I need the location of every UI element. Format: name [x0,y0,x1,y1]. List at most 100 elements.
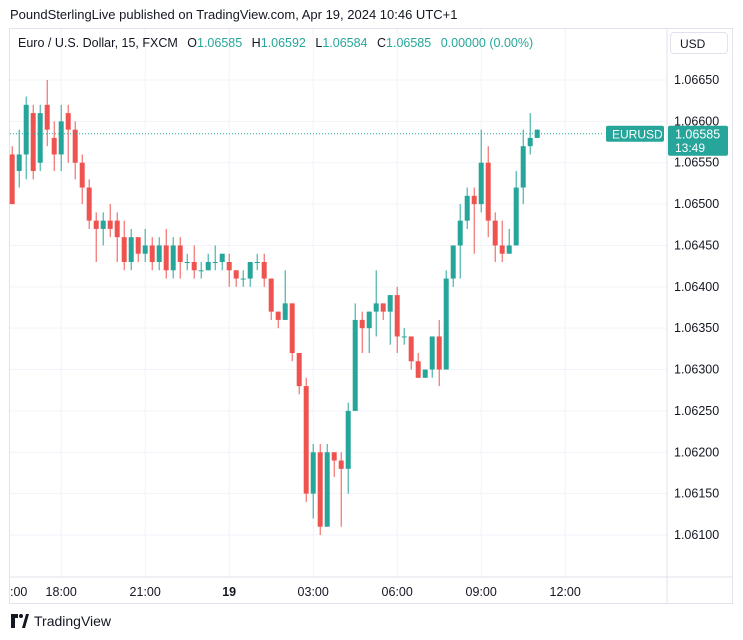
candle-body [212,262,218,263]
candle-body [163,245,169,271]
x-tick-label: 19 [222,585,236,599]
candle-body [324,452,330,527]
x-tick-label: 09:00 [466,585,497,599]
candle-body [51,137,57,155]
candle-body [233,270,239,279]
y-tick-label: 1.06100 [674,528,719,542]
high-value: 1.06592 [260,36,306,50]
candle-body [289,303,295,353]
candle-body [352,319,358,411]
candle-body [464,195,470,221]
candle-body [205,262,211,271]
candle-body [198,270,204,272]
y-tick-label: 1.06600 [674,114,719,128]
candle-body [254,262,260,263]
close-value: 1.06585 [386,36,432,50]
candle-body [261,262,267,279]
x-tick-label: :00 [10,585,27,599]
candle-body [16,154,22,171]
bar-countdown-label: 13:49 [675,141,705,155]
footer-branding[interactable]: TradingView [11,613,111,629]
candle-body [317,452,323,527]
y-tick-label: 1.06500 [674,197,719,211]
currency-button[interactable]: USD [670,32,728,54]
candle-body [268,278,274,312]
symbol-price-tag [606,125,664,142]
candle-body [303,386,309,494]
candle-body [79,162,85,188]
x-tick-label: 03:00 [298,585,329,599]
symbol-title[interactable]: Euro / U.S. Dollar, 15, FXCM [18,36,178,50]
candle-body [240,278,246,280]
candle-body [310,452,316,494]
candle-body [9,154,15,205]
candle-body [485,162,491,221]
candle-body [156,245,162,262]
candle-body [37,113,43,163]
candle-body [436,336,442,370]
x-tick-label: 12:00 [550,585,581,599]
candle-body [65,113,71,130]
y-tick-label: 1.06650 [674,73,719,87]
x-tick-label: 18:00 [46,585,77,599]
candle-body [331,452,337,461]
candle-body [86,187,92,221]
candle-body [443,278,449,370]
close-label: C [377,36,387,50]
candle-body [422,369,428,378]
low-value: 1.06584 [322,36,368,50]
y-tick-label: 1.06200 [674,445,719,459]
candle-body [282,303,288,320]
candle-body [275,311,281,320]
candle-body [128,237,134,262]
high-label: H [251,36,261,50]
candle-body [23,104,29,155]
candle-body [373,303,379,312]
candle-body [135,237,141,254]
candle-body [471,195,477,205]
y-tick-label: 1.06250 [674,404,719,418]
candle-body [499,245,505,254]
open-value: 1.06585 [197,36,243,50]
candle-body [534,129,540,138]
candle-body [450,245,456,279]
candle-body [359,319,365,329]
published-attribution: PoundSterlingLive published on TradingVi… [10,7,458,22]
candle-body [380,303,386,312]
y-tick-label: 1.06300 [674,363,719,377]
candle-body [149,245,155,262]
open-label: O [187,36,197,50]
candle-body [415,361,421,378]
symbol-tag-label: EURUSD [612,127,663,141]
x-tick-label: 06:00 [382,585,413,599]
y-tick-label: 1.06350 [674,321,719,335]
candle-body [345,410,351,469]
candle-body [121,237,127,262]
candle-body [44,104,50,130]
candle-body [513,187,519,246]
candle-body [247,262,253,279]
candle-body [429,336,435,370]
footer-brand-text: TradingView [34,613,112,629]
candle-body [506,245,512,254]
y-tick-label: 1.06150 [674,487,719,501]
candle-body [93,220,99,229]
candle-body [492,220,498,246]
candle-body [296,353,302,387]
candle-body [527,137,533,147]
candle-body [170,245,176,271]
candle-body [177,245,183,262]
candle-body [408,336,414,362]
candle-body [58,121,64,155]
candle-body [107,220,113,229]
candle-body [72,129,78,163]
candle-body [191,262,197,271]
current-price-label: 1.06585 [675,127,720,141]
candle-body [457,220,463,246]
x-tick-label: 21:00 [130,585,161,599]
y-tick-label: 1.06450 [674,238,719,252]
chart-frame [9,28,733,604]
candle-body [338,460,344,469]
candle-body [401,336,407,338]
